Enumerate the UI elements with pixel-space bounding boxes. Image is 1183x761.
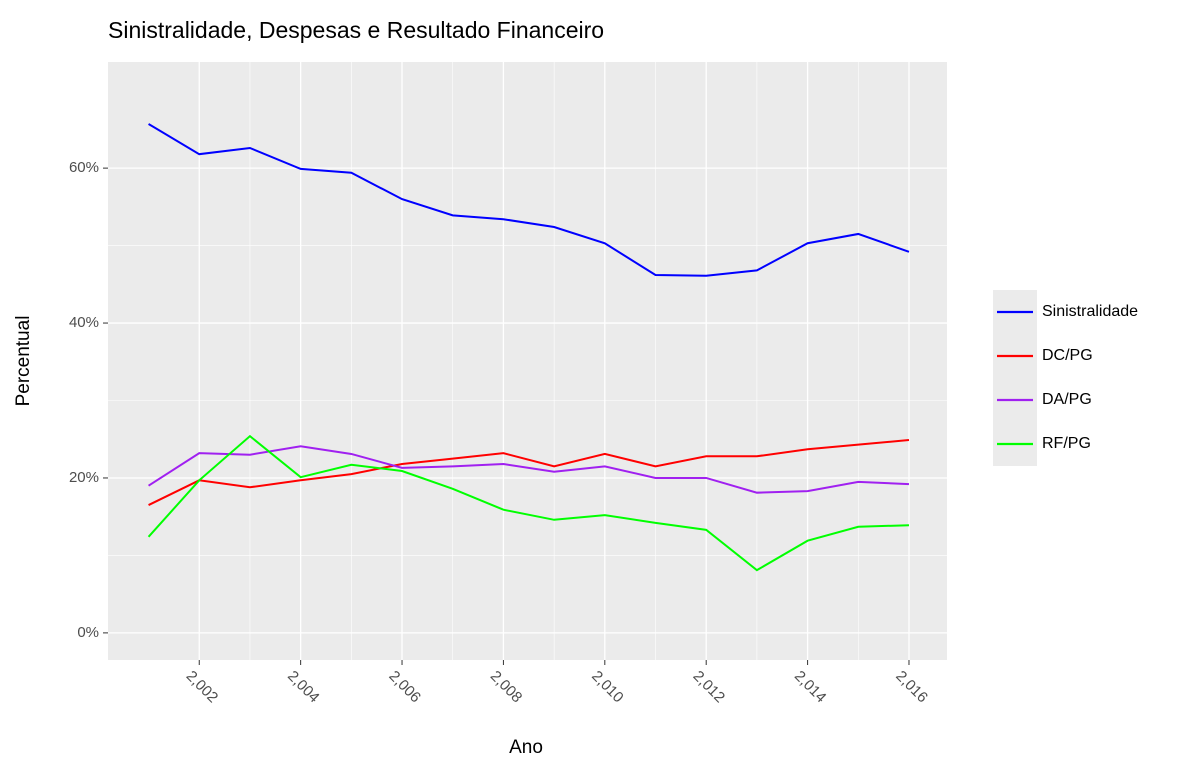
chart-title: Sinistralidade, Despesas e Resultado Fin…: [108, 17, 604, 43]
y-tick-label: 0%: [77, 624, 99, 641]
y-tick-label: 20%: [69, 469, 99, 486]
line: [148, 445, 910, 494]
line: [148, 439, 910, 506]
y-tick-label: 40%: [69, 314, 99, 331]
x-tick-label: 2,016: [892, 668, 931, 707]
legend-label: DA/PG: [1042, 391, 1092, 408]
x-tick-label: 2,004: [284, 668, 323, 707]
legend-label: Sinistralidade: [1042, 303, 1138, 320]
line: [148, 123, 910, 277]
line: [147, 434, 910, 572]
x-tick-label: 2,012: [690, 668, 729, 707]
legend-label: DC/PG: [1042, 347, 1093, 364]
x-tick-label: 2,002: [183, 668, 222, 707]
x-tick-label: 2,010: [588, 668, 627, 707]
x-axis-title: Ano: [509, 737, 543, 758]
panel: [108, 62, 947, 660]
x-tick-label: 2,008: [487, 668, 526, 707]
x-tick-label: 2,006: [385, 668, 424, 707]
x-tick-label: 2,014: [791, 668, 830, 707]
legend-label: RF/PG: [1042, 435, 1091, 452]
y-tick-label: 60%: [69, 159, 99, 176]
y-axis-title: Percentual: [13, 316, 34, 407]
